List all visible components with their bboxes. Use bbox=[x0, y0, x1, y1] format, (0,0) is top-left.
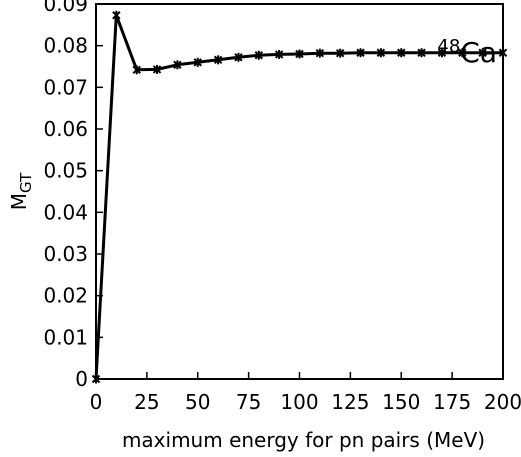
y-tick-label: 0.05 bbox=[43, 159, 88, 183]
data-point bbox=[295, 49, 304, 59]
mass-number: 48 bbox=[437, 36, 460, 57]
y-tick-label: 0.08 bbox=[43, 34, 88, 58]
x-tick-label: 175 bbox=[433, 390, 471, 414]
data-point bbox=[274, 49, 284, 59]
y-tick-label: 0.06 bbox=[43, 117, 88, 141]
y-tick-label: 0 bbox=[75, 367, 88, 391]
x-tick-label: 0 bbox=[90, 390, 103, 414]
nucleus-annotation: 48Ca bbox=[437, 36, 497, 69]
y-axis-label-subscript: GT bbox=[17, 172, 35, 193]
data-point bbox=[132, 65, 141, 75]
y-tick-label: 0.02 bbox=[43, 284, 88, 308]
data-point bbox=[193, 57, 202, 67]
data-point bbox=[376, 48, 386, 58]
y-axis-label-main: M bbox=[7, 193, 31, 210]
y-tick-label: 0.04 bbox=[43, 200, 88, 224]
data-point bbox=[417, 48, 426, 58]
y-tick-label: 0.01 bbox=[43, 325, 88, 349]
data-point bbox=[315, 48, 325, 58]
data-point bbox=[458, 48, 467, 58]
y-tick-label: 0.07 bbox=[43, 75, 88, 99]
element-symbol: Ca bbox=[460, 36, 497, 69]
data-point bbox=[173, 60, 182, 70]
x-tick-label: 100 bbox=[280, 390, 318, 414]
series-group bbox=[91, 10, 508, 384]
y-tick-label: 0.09 bbox=[43, 0, 88, 16]
data-point bbox=[152, 64, 162, 74]
plot-frame bbox=[95, 3, 504, 380]
y-tick-label: 0.03 bbox=[43, 242, 88, 266]
data-point bbox=[213, 55, 223, 65]
data-point bbox=[254, 50, 264, 60]
data-point bbox=[335, 48, 345, 58]
y-axis-ticks: 0 0.01 0.02 0.03 0.04 0.05 0.06 0.07 0.08 0.09 bbox=[43, 0, 103, 391]
data-point bbox=[437, 48, 447, 58]
data-point bbox=[356, 48, 365, 58]
x-axis-ticks: 0 25 50 75 100 125 150 175 200 bbox=[90, 372, 521, 414]
x-tick-label: 200 bbox=[484, 390, 521, 414]
x-tick-label: 25 bbox=[134, 390, 159, 414]
data-point bbox=[478, 48, 487, 58]
data-point bbox=[234, 52, 243, 62]
x-axis-label: maximum energy for pn pairs (MeV) bbox=[122, 428, 485, 452]
x-tick-label: 150 bbox=[382, 390, 420, 414]
data-point bbox=[397, 48, 406, 58]
y-axis-label: MGT bbox=[7, 172, 35, 210]
x-tick-label: 75 bbox=[236, 390, 261, 414]
x-tick-label: 50 bbox=[185, 390, 210, 414]
data-point bbox=[112, 10, 121, 20]
x-tick-label: 125 bbox=[331, 390, 369, 414]
